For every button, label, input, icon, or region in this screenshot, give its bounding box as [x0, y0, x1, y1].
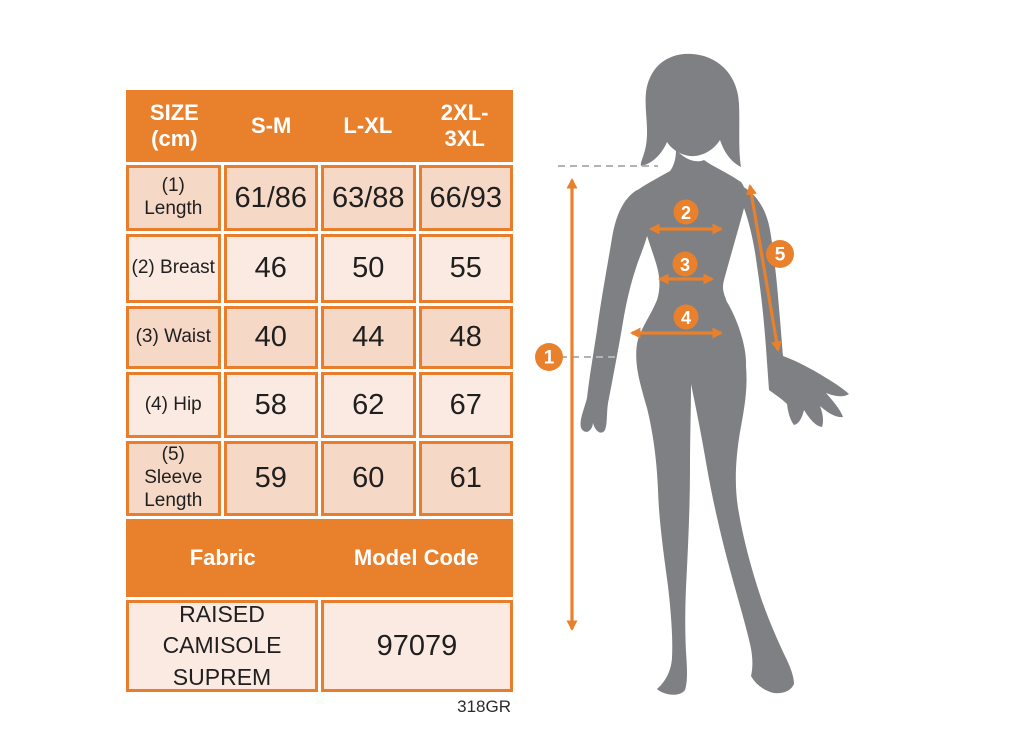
value-breast-s-m: 46: [223, 234, 318, 303]
value-breast-2xl-3xl: 55: [418, 234, 513, 303]
header-size-2xl-3xl: 2XL- 3XL: [440, 99, 489, 151]
value-sleeve-l-xl: 60: [321, 441, 416, 516]
size-table-header-row: SIZE (cm) S-M L-XL 2XL- 3XL: [126, 90, 513, 162]
badge-5-circle: [766, 240, 794, 268]
row-label-length: (1) Length: [126, 165, 221, 231]
value-length-s-m: 61/86: [223, 165, 318, 231]
badge-4-circle: [673, 304, 699, 330]
left-arm-shape: [580, 190, 650, 433]
value-waist-l-xl: 44: [321, 306, 416, 369]
row-label-sleeve-length: (5) Sleeve Length: [126, 441, 221, 516]
header-fabric: Fabric: [189, 544, 256, 570]
value-length-l-xl: 63/88: [321, 165, 416, 231]
value-hip-l-xl: 62: [321, 372, 416, 438]
style-code-note: 318GR: [457, 697, 511, 716]
value-sleeve-s-m: 59: [223, 441, 318, 516]
value-sleeve-2xl-3xl: 61: [418, 441, 513, 516]
fabric-value: RAISED CAMISOLE SUPREM: [126, 600, 318, 692]
row-label-waist: (3) Waist: [126, 306, 221, 369]
head-shape: [640, 53, 741, 167]
value-waist-s-m: 40: [223, 306, 318, 369]
badge-1-number: 1: [544, 348, 555, 369]
header-model-code: Model Code: [353, 544, 479, 570]
badge-5-number: 5: [775, 245, 786, 266]
model-code-value: 97079: [321, 600, 513, 692]
value-length-2xl-3xl: 66/93: [418, 165, 513, 231]
sleeve-arrow: [746, 184, 782, 352]
fabric-header-row: Fabric Model Code: [126, 519, 513, 597]
badge-2-circle: [673, 199, 699, 225]
badge-2-number: 2: [681, 203, 691, 223]
badge-4-number: 4: [681, 308, 691, 328]
badge-3-circle: [672, 251, 698, 277]
female-body-silhouette: [580, 53, 849, 695]
header-size-unit: SIZE (cm): [149, 99, 199, 151]
value-hip-2xl-3xl: 67: [418, 372, 513, 438]
size-table: SIZE (cm) S-M L-XL 2XL- 3XL (1) Length 6…: [126, 90, 513, 692]
header-size-s-m: S-M: [250, 112, 292, 138]
value-breast-l-xl: 50: [321, 234, 416, 303]
torso-legs-shape: [635, 150, 794, 695]
badge-1-circle: [535, 343, 563, 371]
row-label-hip: (4) Hip: [126, 372, 221, 438]
measurement-badges: 1 2 3 4 5: [535, 199, 794, 371]
header-size-l-xl: L-XL: [343, 112, 393, 138]
value-waist-2xl-3xl: 48: [418, 306, 513, 369]
value-hip-s-m: 58: [223, 372, 318, 438]
row-label-breast: (2) Breast: [126, 234, 221, 303]
badge-3-number: 3: [680, 255, 690, 275]
